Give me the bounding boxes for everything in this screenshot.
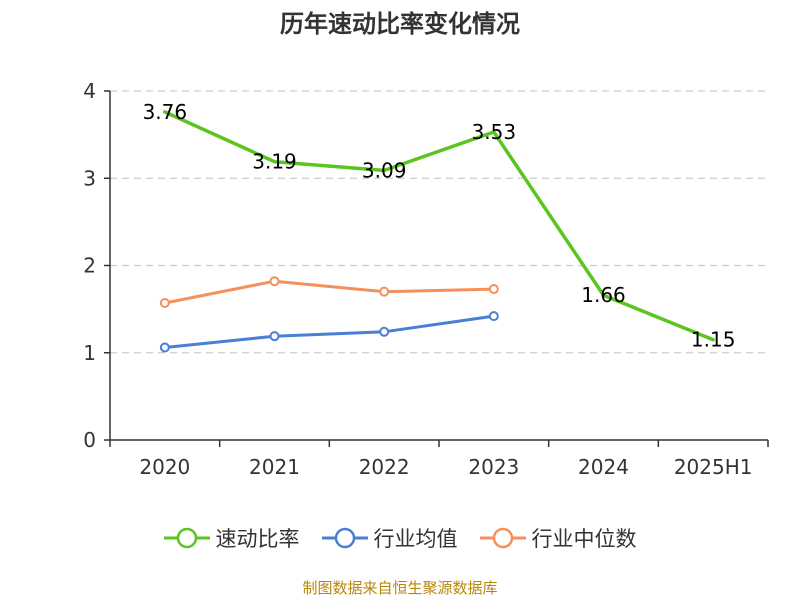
series-point [269,276,280,287]
y-tick-label: 0 [83,428,96,452]
series-layer [159,110,715,353]
series-line [163,314,496,349]
legend-item[interactable]: 速动比率 [163,523,300,553]
legend-label: 行业均值 [373,527,458,551]
legend-item[interactable]: 行业中位数 [479,523,637,553]
series-point [488,311,499,322]
chart-title: 历年速动比率变化情况 [280,10,520,38]
data-label: 1.15 [691,328,736,352]
x-tick-label: 2025H1 [674,455,753,479]
data-label: 3.19 [252,150,297,174]
source-note: 制图数据来自恒生聚源数据库 [302,579,498,597]
y-tick-label: 4 [83,79,96,103]
data-label: 3.53 [472,120,517,144]
y-tick-label: 3 [83,166,96,190]
series-point [159,298,170,309]
data-label: 3.09 [362,158,407,182]
legend-label: 行业中位数 [531,527,637,551]
x-tick-label: 2023 [468,455,519,479]
legend-label: 速动比率 [215,527,300,551]
series-point [488,284,499,295]
legend-line-marker-icon [479,527,526,549]
series-line [163,110,715,342]
series-point [269,331,280,342]
data-label: 1.66 [581,283,626,307]
x-tick-label: 2021 [249,455,300,479]
x-tick-label: 2024 [578,455,629,479]
grid-lines [110,90,768,354]
series-point [379,286,390,297]
series-point [379,326,390,337]
legend-line-marker-icon [163,527,210,549]
legend: 速动比率 行业均值 行业中位数 [0,518,800,558]
data-labels: 3.76 3.19 3.09 3.53 1.66 1.15 [143,100,736,352]
legend-item[interactable]: 行业均值 [321,523,458,553]
data-label: 3.76 [143,100,188,124]
series-line [163,279,496,305]
y-tick-label: 2 [83,254,96,278]
legend-line-marker-icon [321,527,368,549]
y-tick-label: 1 [83,341,96,365]
x-tick-label: 2020 [139,455,190,479]
series-point [159,342,170,353]
axes: 0 1 2 3 4 2020 2021 2022 2023 2024 2025H1 [83,79,769,479]
x-tick-label: 2022 [359,455,410,479]
